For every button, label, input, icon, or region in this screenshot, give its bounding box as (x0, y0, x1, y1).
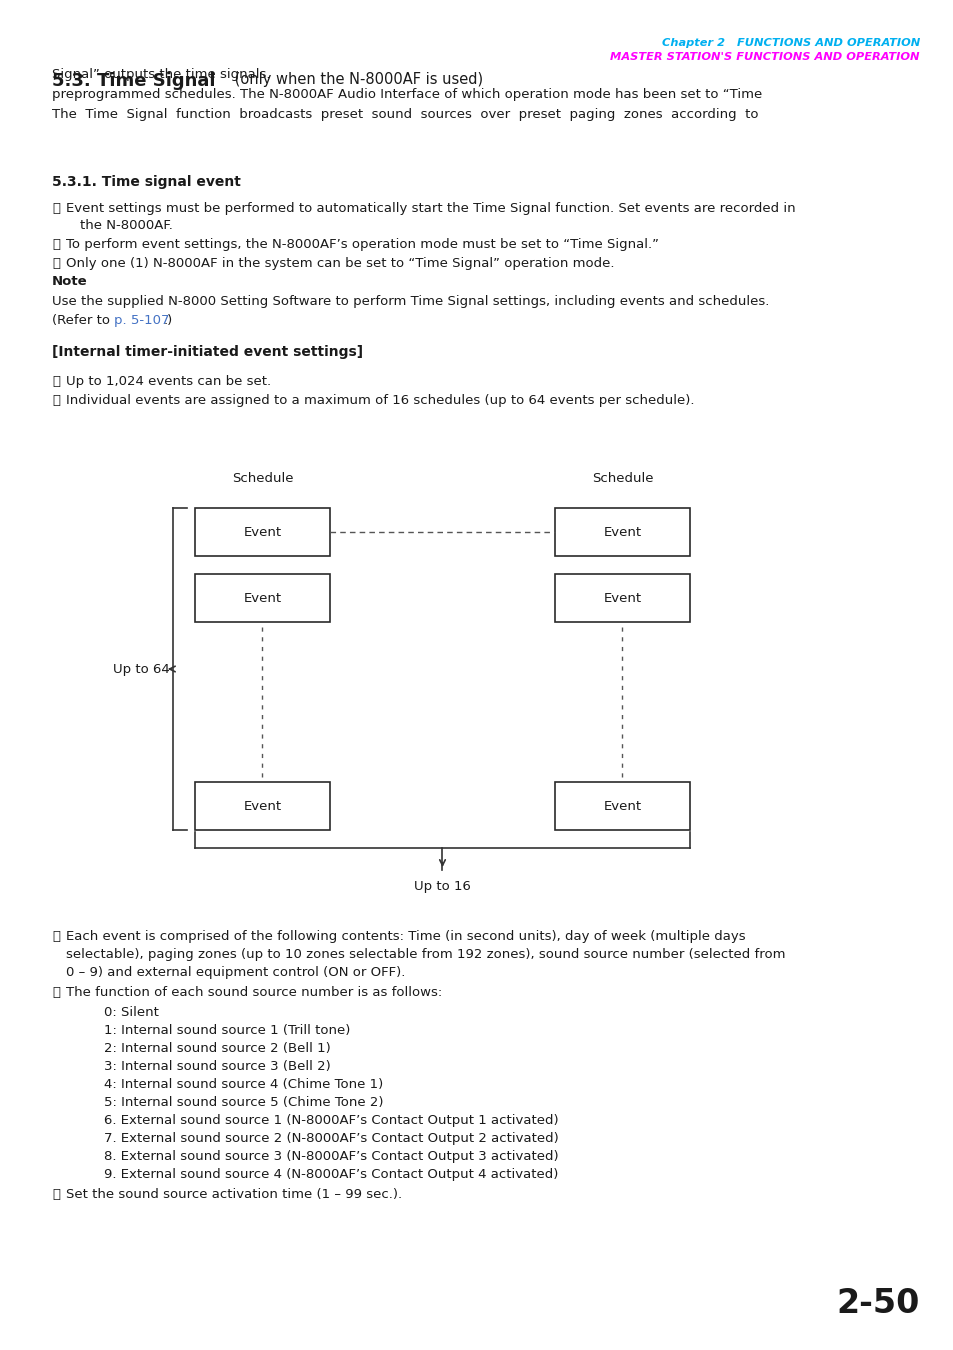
Text: 4: Internal sound source 4 (Chime Tone 1): 4: Internal sound source 4 (Chime Tone 1… (104, 1079, 383, 1091)
Text: 2: Internal sound source 2 (Bell 1): 2: Internal sound source 2 (Bell 1) (104, 1042, 331, 1054)
Text: 9. External sound source 4 (N-8000AF’s Contact Output 4 activated): 9. External sound source 4 (N-8000AF’s C… (104, 1168, 558, 1181)
Text: .): .) (164, 315, 173, 327)
Text: ・: ・ (52, 394, 60, 406)
Text: Note: Note (52, 275, 88, 288)
Text: 1: Internal sound source 1 (Trill tone): 1: Internal sound source 1 (Trill tone) (104, 1025, 350, 1037)
Text: MASTER STATION'S FUNCTIONS AND OPERATION: MASTER STATION'S FUNCTIONS AND OPERATION (610, 53, 919, 62)
Text: 5.3.1. Time signal event: 5.3.1. Time signal event (52, 176, 240, 189)
Text: Schedule: Schedule (591, 472, 653, 485)
Text: 8. External sound source 3 (N-8000AF’s Contact Output 3 activated): 8. External sound source 3 (N-8000AF’s C… (104, 1150, 558, 1162)
Text: (only when the N-8000AF is used): (only when the N-8000AF is used) (230, 72, 482, 86)
Text: Event: Event (243, 525, 281, 539)
Text: Event: Event (603, 525, 640, 539)
Text: Set the sound source activation time (1 – 99 sec.).: Set the sound source activation time (1 … (66, 1188, 402, 1202)
Text: Up to 64: Up to 64 (112, 663, 170, 675)
Bar (194, 782, 330, 830)
Text: The function of each sound source number is as follows:: The function of each sound source number… (66, 986, 442, 999)
Text: The  Time  Signal  function  broadcasts  preset  sound  sources  over  preset  p: The Time Signal function broadcasts pres… (52, 108, 758, 122)
Text: Event settings must be performed to automatically start the Time Signal function: Event settings must be performed to auto… (66, 202, 795, 215)
Bar (194, 508, 330, 556)
Text: Schedule: Schedule (232, 472, 293, 485)
Text: 0: Silent: 0: Silent (104, 1006, 159, 1019)
Text: the N-8000AF.: the N-8000AF. (80, 219, 172, 232)
Text: 7. External sound source 2 (N-8000AF’s Contact Output 2 activated): 7. External sound source 2 (N-8000AF’s C… (104, 1133, 558, 1145)
Text: 3: Internal sound source 3 (Bell 2): 3: Internal sound source 3 (Bell 2) (104, 1060, 331, 1073)
Text: Event: Event (243, 591, 281, 605)
Text: Individual events are assigned to a maximum of 16 schedules (up to 64 events per: Individual events are assigned to a maxi… (66, 394, 694, 406)
Text: Up to 16: Up to 16 (414, 880, 471, 892)
Text: Only one (1) N-8000AF in the system can be set to “Time Signal” operation mode.: Only one (1) N-8000AF in the system can … (66, 256, 614, 270)
Text: ・: ・ (52, 238, 60, 251)
Text: 5.3. Time Signal: 5.3. Time Signal (52, 72, 215, 90)
Text: 0 – 9) and external equipment control (ON or OFF).: 0 – 9) and external equipment control (O… (66, 967, 405, 979)
Text: ・: ・ (52, 930, 60, 944)
Text: p. 5-107: p. 5-107 (113, 315, 170, 327)
Bar (555, 508, 689, 556)
Text: 2-50: 2-50 (836, 1287, 919, 1320)
Bar (194, 574, 330, 622)
Text: Each event is comprised of the following contents: Time (in second units), day o: Each event is comprised of the following… (66, 930, 745, 944)
Text: ・: ・ (52, 375, 60, 387)
Text: Event: Event (603, 591, 640, 605)
Text: Event: Event (603, 799, 640, 813)
Text: ・: ・ (52, 256, 60, 270)
Text: Chapter 2   FUNCTIONS AND OPERATION: Chapter 2 FUNCTIONS AND OPERATION (661, 38, 919, 49)
Text: ・: ・ (52, 202, 60, 215)
Text: To perform event settings, the N-8000AF’s operation mode must be set to “Time Si: To perform event settings, the N-8000AF’… (66, 238, 659, 251)
Text: ・: ・ (52, 986, 60, 999)
Bar (555, 782, 689, 830)
Text: Up to 1,024 events can be set.: Up to 1,024 events can be set. (66, 375, 271, 387)
Bar (555, 574, 689, 622)
Text: ・: ・ (52, 1188, 60, 1202)
Text: Use the supplied N-8000 Setting Software to perform Time Signal settings, includ: Use the supplied N-8000 Setting Software… (52, 296, 768, 308)
Text: Signal” outputs the time signals.: Signal” outputs the time signals. (52, 68, 271, 81)
Text: selectable), paging zones (up to 10 zones selectable from 192 zones), sound sour: selectable), paging zones (up to 10 zone… (66, 948, 784, 961)
Text: 5: Internal sound source 5 (Chime Tone 2): 5: Internal sound source 5 (Chime Tone 2… (104, 1096, 383, 1108)
Text: [Internal timer-initiated event settings]: [Internal timer-initiated event settings… (52, 346, 363, 359)
Text: 6. External sound source 1 (N-8000AF’s Contact Output 1 activated): 6. External sound source 1 (N-8000AF’s C… (104, 1114, 558, 1127)
Text: Event: Event (243, 799, 281, 813)
Text: (Refer to: (Refer to (52, 315, 114, 327)
Text: preprogrammed schedules. The N-8000AF Audio Interface of which operation mode ha: preprogrammed schedules. The N-8000AF Au… (52, 88, 761, 101)
